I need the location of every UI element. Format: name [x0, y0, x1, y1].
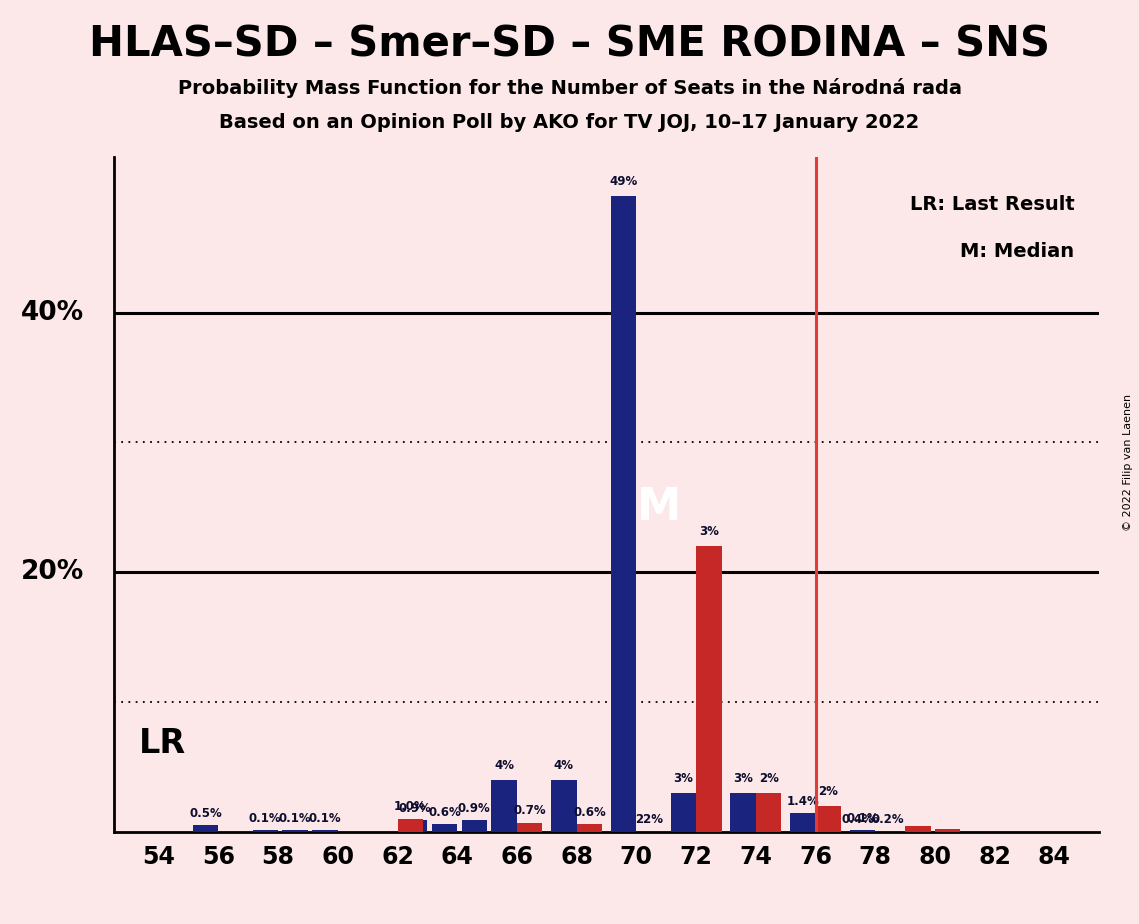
Text: 0.4%: 0.4%: [842, 813, 875, 826]
Bar: [398, 819, 423, 832]
Text: 0.9%: 0.9%: [458, 802, 491, 815]
Text: 0.1%: 0.1%: [249, 812, 281, 825]
Bar: [402, 820, 427, 832]
Bar: [432, 824, 457, 832]
Bar: [253, 831, 278, 832]
Text: 1.4%: 1.4%: [786, 796, 819, 808]
Bar: [935, 829, 960, 832]
Text: 0.5%: 0.5%: [189, 807, 222, 820]
Text: 3%: 3%: [699, 526, 719, 539]
Text: © 2022 Filip van Laenen: © 2022 Filip van Laenen: [1123, 394, 1132, 530]
Bar: [461, 820, 487, 832]
Bar: [282, 831, 308, 832]
Text: HLAS–SD – Smer–SD – SME RODINA – SNS: HLAS–SD – Smer–SD – SME RODINA – SNS: [89, 23, 1050, 65]
Text: 22%: 22%: [636, 813, 663, 826]
Bar: [696, 546, 722, 832]
Bar: [491, 780, 517, 832]
Bar: [312, 831, 337, 832]
Bar: [816, 806, 841, 832]
Text: M: Median: M: Median: [960, 242, 1074, 261]
Text: 0.1%: 0.1%: [309, 812, 342, 825]
Text: 4%: 4%: [554, 759, 574, 772]
Bar: [576, 824, 603, 832]
Bar: [517, 822, 542, 832]
Bar: [850, 831, 875, 832]
Bar: [790, 813, 816, 832]
Text: Based on an Opinion Poll by AKO for TV JOJ, 10–17 January 2022: Based on an Opinion Poll by AKO for TV J…: [220, 113, 919, 132]
Text: 0.1%: 0.1%: [846, 812, 878, 825]
Text: M: M: [637, 486, 681, 529]
Text: 0.9%: 0.9%: [399, 802, 431, 815]
Bar: [756, 793, 781, 832]
Text: 20%: 20%: [22, 559, 84, 585]
Text: 0.2%: 0.2%: [871, 813, 904, 826]
Bar: [551, 780, 576, 832]
Bar: [906, 826, 931, 832]
Text: 0.6%: 0.6%: [428, 806, 461, 819]
Text: 0.7%: 0.7%: [514, 804, 546, 818]
Text: Probability Mass Function for the Number of Seats in the Národná rada: Probability Mass Function for the Number…: [178, 78, 961, 98]
Text: 49%: 49%: [609, 176, 638, 188]
Text: 2%: 2%: [819, 784, 838, 798]
Text: 1.0%: 1.0%: [394, 800, 427, 813]
Bar: [611, 196, 637, 832]
Text: 0.6%: 0.6%: [573, 806, 606, 819]
Text: LR: LR: [139, 727, 186, 760]
Bar: [671, 793, 696, 832]
Text: LR: Last Result: LR: Last Result: [910, 195, 1074, 213]
Text: 4%: 4%: [494, 759, 514, 772]
Bar: [730, 793, 755, 832]
Text: 2%: 2%: [759, 772, 779, 784]
Text: 40%: 40%: [22, 299, 84, 326]
Text: 0.1%: 0.1%: [279, 812, 311, 825]
Text: 3%: 3%: [673, 772, 694, 784]
Bar: [192, 825, 219, 832]
Text: 3%: 3%: [734, 772, 753, 784]
